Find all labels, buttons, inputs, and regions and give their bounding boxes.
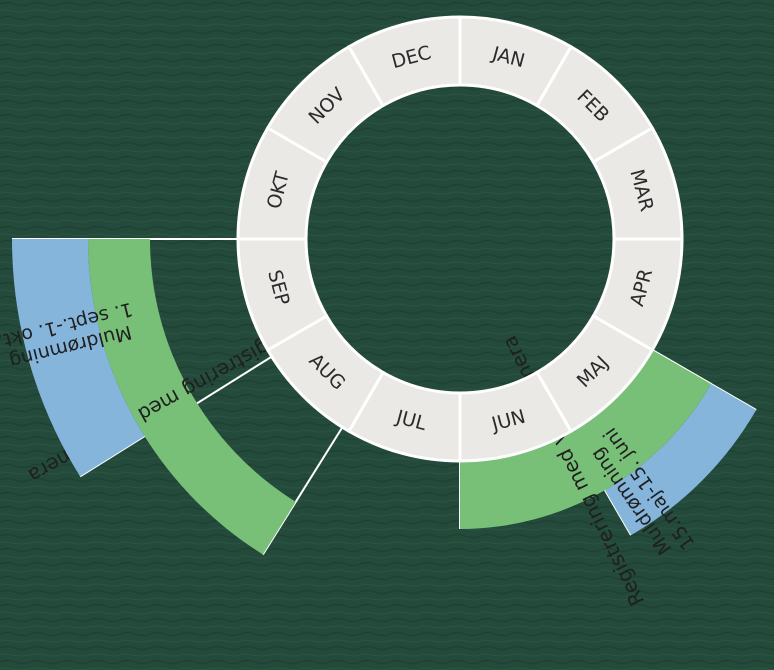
- period-band-spring-muldromning: [605, 384, 757, 536]
- period-band-autumn-muldromning: [12, 239, 145, 477]
- month-segment-dec: [346, 15, 462, 108]
- leader-line-autumn-camera-start: [262, 426, 344, 556]
- period-band-autumn-camera: [88, 239, 296, 555]
- period-band-spring-camera: [460, 350, 712, 529]
